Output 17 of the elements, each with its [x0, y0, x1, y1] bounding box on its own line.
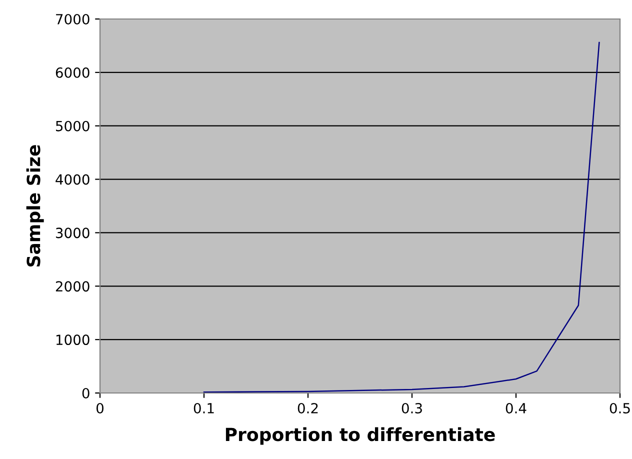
y-tick-label: 5000	[56, 120, 90, 132]
y-tick-label: 1000	[56, 334, 90, 346]
y-tick-label: 3000	[56, 228, 90, 238]
x-tick-label: 0.5	[610, 402, 630, 414]
y-tick-label: 2000	[56, 281, 90, 292]
y-tick-label: 4000	[56, 174, 90, 185]
y-tick-label: 7000	[56, 14, 90, 24]
x-tick-label: 0	[96, 402, 104, 414]
x-tick-label: 0.3	[402, 402, 422, 414]
y-axis-title: Sample Size	[26, 145, 44, 267]
x-tick-label: 0.2	[298, 402, 318, 414]
y-tick-label: 0	[82, 388, 90, 398]
line-series	[203, 42, 600, 393]
x-axis-title: Proportion to differentiate	[226, 427, 495, 445]
x-tick-label: 0.1	[194, 402, 214, 414]
y-tick-label: 6000	[56, 67, 90, 78]
x-tick-label: 0.4	[506, 402, 526, 414]
